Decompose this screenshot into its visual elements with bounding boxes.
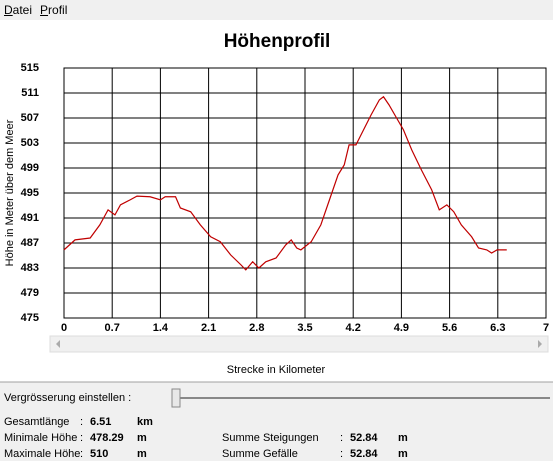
y-tick-label: 499 bbox=[21, 162, 39, 174]
stat-label: Minimale Höhe bbox=[4, 432, 77, 444]
x-tick-label: 5.6 bbox=[442, 322, 457, 334]
chart-title: Höhenprofil bbox=[224, 31, 331, 52]
stat-value: 52.84 bbox=[350, 432, 378, 444]
y-tick-label: 507 bbox=[21, 112, 39, 124]
stat-label: Summe Gefälle bbox=[222, 448, 298, 460]
stat-unit: m bbox=[398, 448, 408, 460]
y-tick-label: 491 bbox=[21, 212, 39, 224]
stat-value: 478.29 bbox=[90, 432, 124, 444]
elevation-line bbox=[63, 95, 507, 271]
stat-separator: : bbox=[80, 416, 83, 428]
y-tick-label: 487 bbox=[21, 237, 39, 249]
stat-separator: : bbox=[340, 432, 343, 444]
stat-unit: m bbox=[137, 448, 147, 460]
x-tick-label: 1.4 bbox=[153, 322, 169, 334]
scrollbar[interactable] bbox=[49, 335, 549, 353]
stat-label: Maximale Höhe bbox=[4, 448, 80, 460]
x-tick-label: 4.2 bbox=[346, 322, 361, 334]
x-tick-label: 6.3 bbox=[490, 322, 505, 334]
y-tick-label: 483 bbox=[21, 262, 39, 274]
stat-value: 510 bbox=[90, 448, 108, 460]
menu-item[interactable]: Datei bbox=[4, 3, 33, 17]
x-tick-label: 3.5 bbox=[297, 322, 312, 334]
y-tick-label: 515 bbox=[21, 62, 39, 74]
stat-separator: : bbox=[80, 448, 83, 460]
stat-label: Summe Steigungen bbox=[222, 432, 319, 444]
y-tick-label: 511 bbox=[21, 87, 39, 99]
stat-separator: : bbox=[340, 448, 343, 460]
y-tick-label: 503 bbox=[21, 137, 39, 149]
stat-unit: m bbox=[398, 432, 408, 444]
x-axis-label: Strecke in Kilometer bbox=[227, 364, 326, 376]
y-tick-label: 495 bbox=[21, 187, 39, 199]
y-tick-label: 479 bbox=[21, 287, 39, 299]
stat-unit: km bbox=[137, 416, 153, 428]
y-tick-label: 475 bbox=[21, 312, 39, 324]
x-tick-label: 2.1 bbox=[201, 322, 216, 334]
menu-item[interactable]: Profil bbox=[40, 3, 68, 17]
menu-bar: Datei Profil bbox=[0, 0, 71, 20]
x-tick-label: 7 bbox=[543, 322, 549, 334]
stat-separator: : bbox=[80, 432, 83, 444]
y-axis-label: Höhe in Meter über dem Meer bbox=[4, 119, 16, 266]
slider-thumb[interactable] bbox=[171, 388, 181, 408]
x-tick-label: 2.8 bbox=[249, 322, 264, 334]
x-tick-label: 0 bbox=[61, 322, 67, 334]
x-tick-label: 0.7 bbox=[105, 322, 120, 334]
stat-unit: m bbox=[137, 432, 147, 444]
zoom-label: Vergrösserung einstellen : bbox=[4, 392, 131, 404]
stat-label: Gesamtlänge bbox=[4, 416, 69, 428]
stat-value: 52.84 bbox=[350, 448, 378, 460]
x-tick-label: 4.9 bbox=[394, 322, 409, 334]
stat-value: 6.51 bbox=[90, 416, 111, 428]
